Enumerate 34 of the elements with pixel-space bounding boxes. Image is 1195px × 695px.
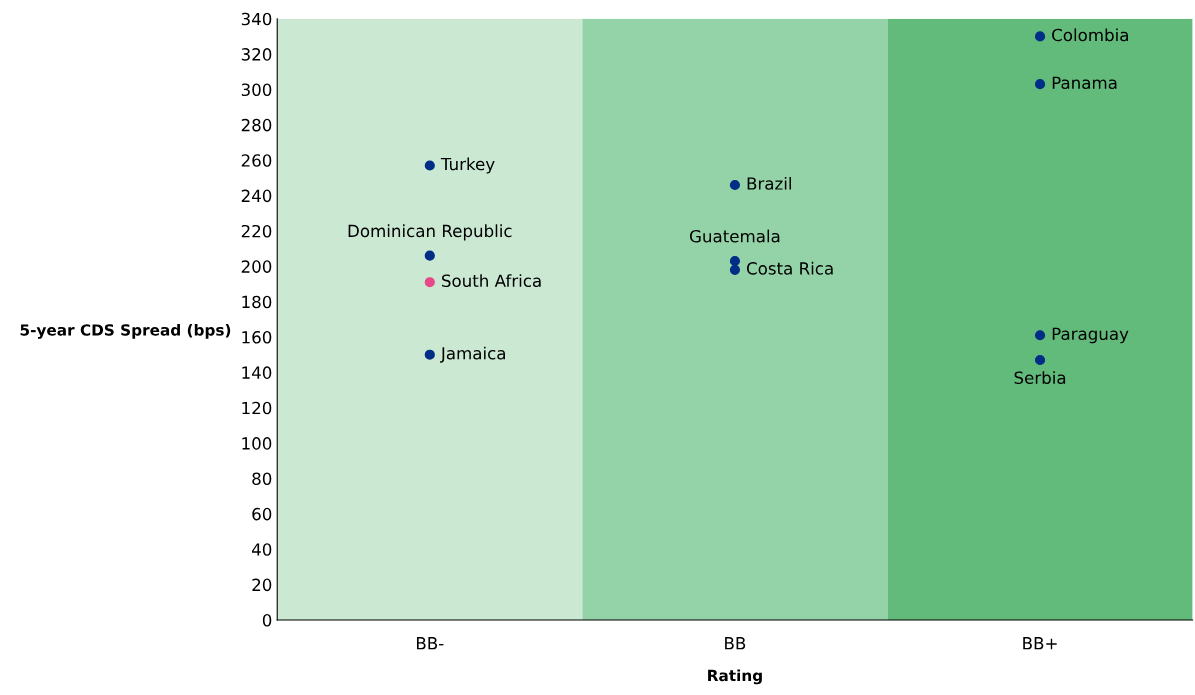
y-tick-label: 0 bbox=[262, 613, 272, 627]
y-tick-label: 320 bbox=[241, 48, 272, 61]
y-tick-label: 100 bbox=[242, 437, 272, 450]
y-tick-label: 120 bbox=[242, 401, 272, 415]
y-tick-label: 60 bbox=[252, 507, 272, 521]
annotation: Jamaica bbox=[440, 346, 505, 363]
y-tick-label: 160 bbox=[242, 331, 272, 344]
y-tick-label: 220 bbox=[241, 224, 272, 238]
annotation: Dominican Republic bbox=[348, 224, 512, 241]
annotation: South Africa bbox=[442, 274, 541, 288]
annotation: Costa Rica bbox=[746, 261, 833, 275]
y-tick-label: 340 bbox=[241, 12, 272, 26]
y-tick-label: 80 bbox=[252, 472, 272, 486]
annotation: Paraguay bbox=[1052, 327, 1129, 344]
y-tick-label: 200 bbox=[241, 260, 272, 273]
y-tick-label: 20 bbox=[252, 578, 272, 592]
annotation: Brazil bbox=[747, 176, 791, 190]
y-tick-label: 40 bbox=[251, 543, 272, 556]
annotation: Turkey bbox=[440, 157, 495, 174]
y-tick-label: 260 bbox=[241, 154, 272, 167]
y-axis-title: 5-year CDS Spread (bps) bbox=[20, 323, 231, 339]
annotation: Panama bbox=[1052, 76, 1117, 90]
x-tick-label: BB+ bbox=[1023, 637, 1057, 650]
y-tick-label: 300 bbox=[241, 83, 272, 97]
x-axis-title: Rating bbox=[708, 669, 762, 685]
y-tick-label: 240 bbox=[241, 189, 272, 203]
annotation: Colombia bbox=[1052, 28, 1128, 42]
y-tick-label: 280 bbox=[241, 118, 272, 132]
annotation: Serbia bbox=[1014, 371, 1066, 385]
y-tick-label: 180 bbox=[242, 295, 272, 309]
x-tick-label: BB- bbox=[417, 637, 444, 650]
x-tick-label: BB bbox=[725, 637, 746, 650]
y-tick-label: 140 bbox=[242, 366, 272, 379]
annotation: Guatemala bbox=[689, 229, 780, 243]
